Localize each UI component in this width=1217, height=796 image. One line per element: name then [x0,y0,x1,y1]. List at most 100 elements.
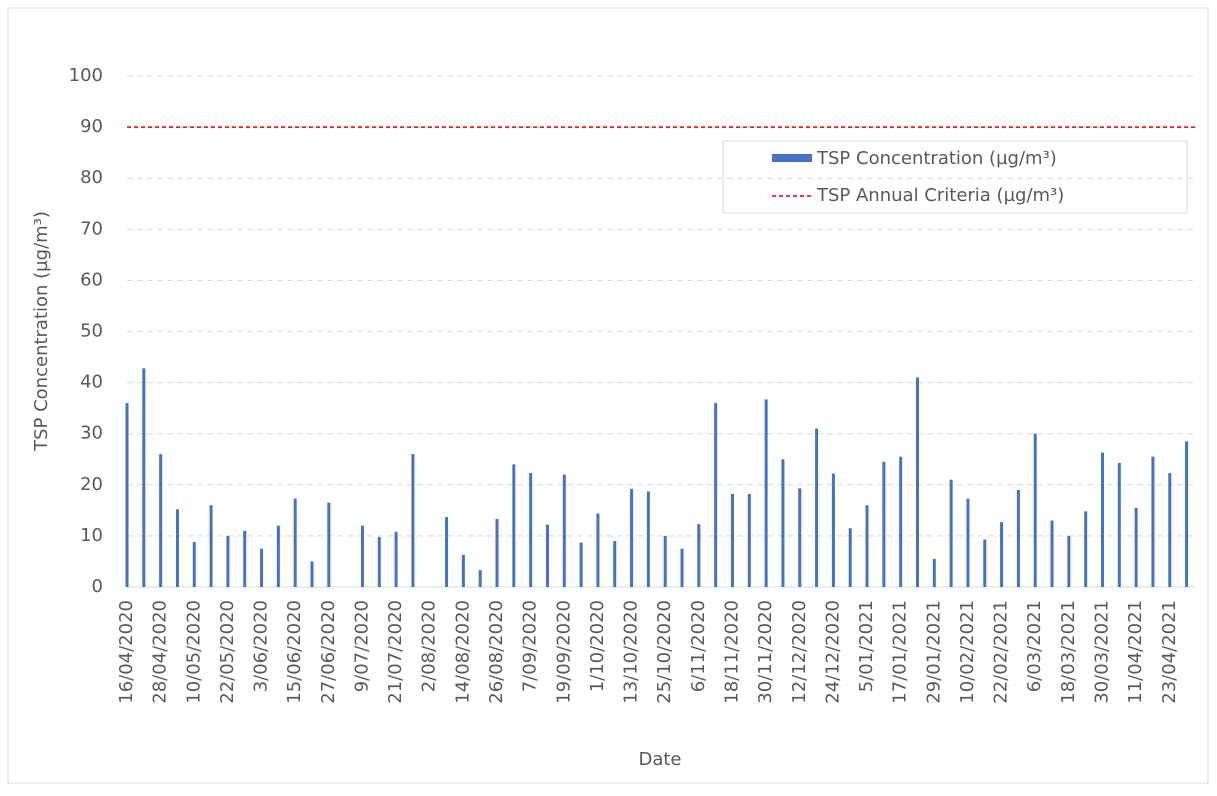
y-tick-label: 20 [80,474,103,495]
y-tick-label: 30 [80,423,103,444]
x-tick-label: 5/01/2021 [856,600,877,692]
bar [192,542,196,587]
x-tick-label: 14/08/2020 [452,600,473,704]
bar [1000,522,1004,587]
bar [882,461,886,587]
x-tick-label: 11/04/2021 [1125,600,1146,704]
x-tick-label: 22/05/2020 [217,600,238,704]
bar [663,535,667,587]
y-tick-label: 100 [69,65,103,86]
x-tick-label: 10/05/2020 [183,600,204,704]
bar [730,493,734,587]
x-tick-label: 18/11/2020 [721,600,742,704]
bar [377,536,381,587]
bar [327,502,331,587]
y-tick-label: 60 [80,269,103,290]
x-tick-label: 30/11/2020 [755,600,776,704]
y-tick-label: 80 [80,167,103,188]
y-tick-label: 50 [80,321,103,342]
x-tick-label: 3/06/2020 [251,600,272,692]
y-tick-label: 40 [80,372,103,393]
bar [1151,456,1155,587]
legend-box [722,140,1188,214]
x-tick-label: 18/03/2021 [1058,600,1079,704]
bar [915,377,919,587]
bar [512,464,516,587]
bar [747,493,751,587]
bar [1117,462,1121,587]
x-tick-label: 24/12/2020 [822,600,843,704]
bar [983,539,987,587]
bar [445,516,449,587]
bar [596,513,600,587]
bar [495,519,499,587]
y-tick-label: 90 [80,116,103,137]
bar [680,548,684,587]
bar [579,542,583,587]
bar [932,558,936,587]
x-tick-label: 7/09/2020 [520,600,541,692]
bar [159,454,163,587]
bar [781,459,785,587]
bar [310,561,314,587]
bar [613,541,617,587]
x-axis-title: Date [638,749,681,770]
x-tick-label: 22/02/2021 [991,600,1012,704]
x-tick-label: 29/01/2021 [923,600,944,704]
bar [411,454,415,587]
bar [209,505,213,587]
bar [175,509,179,587]
x-tick-label: 2/08/2020 [419,600,440,692]
legend-label: TSP Concentration (µg/m³) [816,148,1057,169]
bar [1016,489,1020,587]
x-tick-label: 25/10/2020 [654,600,675,704]
bar [630,488,634,587]
legend-swatch [772,154,812,162]
x-tick-label: 23/04/2021 [1159,600,1180,704]
x-tick-label: 19/09/2020 [553,600,574,704]
chart-frame [7,7,1209,784]
bar [764,399,768,587]
y-axis-title: TSP Concentration (µg/m³) [31,211,52,452]
bar [125,403,129,587]
bar [1168,473,1172,587]
legend: TSP Concentration (µg/m³) TSP Annual Crit… [722,140,1188,214]
bar [1050,520,1054,587]
bar [260,548,264,587]
bar [562,474,566,587]
bar [646,491,650,587]
x-tick-label: 21/07/2020 [385,600,406,704]
bar [1067,535,1071,587]
legend-label: TSP Annual Criteria (µg/m³) [816,185,1064,206]
x-tick-label: 6/11/2020 [688,600,709,692]
y-tick-label: 70 [80,218,103,239]
x-tick-label: 10/02/2021 [957,600,978,704]
x-tick-label: 16/04/2020 [116,600,137,704]
x-tick-label: 1/10/2020 [587,600,608,692]
bar [529,473,533,587]
x-tick-label: 15/06/2020 [284,600,305,704]
x-tick-label: 13/10/2020 [621,600,642,704]
bar [966,498,970,587]
bar [360,525,364,587]
x-tick-label: 9/07/2020 [351,600,372,692]
bar [226,535,230,587]
bar [697,524,701,587]
y-tick-label: 0 [92,576,103,597]
bar [142,368,146,587]
bar [831,473,835,587]
bar [276,525,280,587]
x-tick-label: 28/04/2020 [150,600,171,704]
bar [949,479,953,587]
bar [1185,441,1189,587]
bar [461,554,465,587]
bar [1100,452,1104,587]
bar [478,570,482,587]
bar [815,428,819,587]
bar [848,528,852,587]
x-tick-label: 26/08/2020 [486,600,507,704]
bar [714,403,718,587]
bar [865,505,869,587]
bar [1084,511,1088,587]
